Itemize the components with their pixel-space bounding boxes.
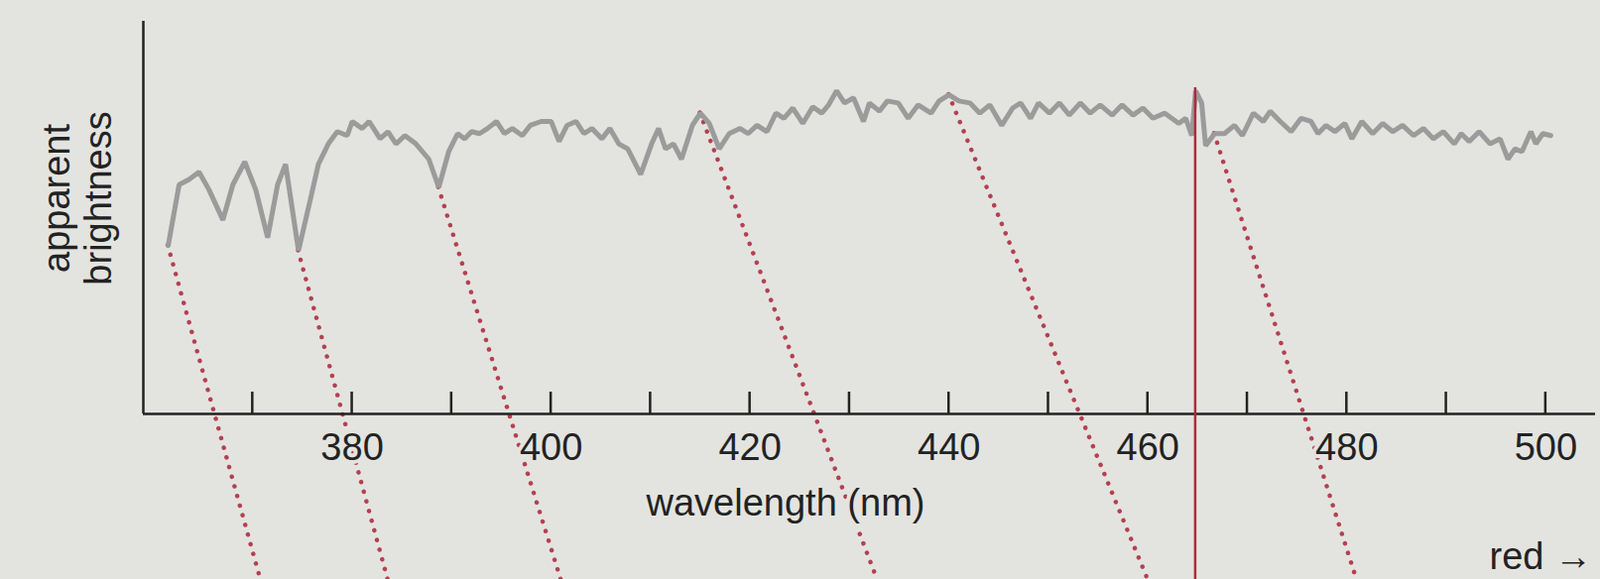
svg-text:480: 480 (1315, 426, 1378, 469)
svg-text:apparentbrightness: apparentbrightness (35, 111, 120, 285)
svg-text:460: 460 (1116, 426, 1180, 469)
svg-text:420: 420 (718, 426, 781, 469)
svg-text:wavelength (nm): wavelength (nm) (645, 482, 926, 524)
svg-text:red →: red → (1489, 535, 1593, 578)
svg-text:380: 380 (320, 426, 383, 469)
svg-text:500: 500 (1514, 426, 1578, 469)
svg-text:400: 400 (519, 426, 583, 469)
svg-text:440: 440 (917, 426, 981, 469)
